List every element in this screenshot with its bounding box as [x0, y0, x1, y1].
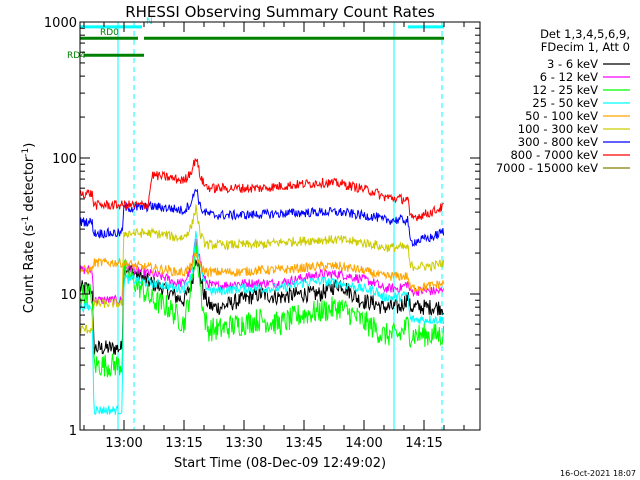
legend-label-7: 800 - 7000 keV [510, 148, 598, 162]
legend-label-2: 12 - 25 keV [532, 83, 598, 97]
legend: Det 1,3,4,5,6,9, FDecim 1, Att 0 3 - 6 k… [496, 27, 630, 175]
series-line-2 [79, 240, 445, 378]
legend-label-0: 3 - 6 keV [547, 57, 598, 71]
legend-label-1: 6 - 12 keV [540, 70, 598, 84]
flag-label-2: RD4 [67, 51, 86, 61]
legend-label-6: 300 - 800 keV [518, 135, 598, 149]
y-tick-label-3: 1000 [44, 16, 77, 31]
legend-header-1: Det 1,3,4,5,6,9, [540, 27, 630, 41]
series-line-1 [79, 238, 445, 305]
x-axis-label: Start Time (08-Dec-09 12:49:02) [174, 456, 386, 471]
series-line-4 [79, 252, 445, 293]
y-tick-label-1: 10 [60, 288, 77, 303]
series-line-5 [79, 204, 445, 334]
flag-label-1: RD0 [100, 28, 119, 38]
series-line-7 [79, 157, 444, 222]
chart-title: RHESSI Observing Summary Count Rates [125, 3, 435, 21]
series-line-3 [79, 230, 445, 416]
x-tick-label-5: 14:15 [405, 436, 442, 451]
x-tick-label-3: 13:45 [285, 436, 322, 451]
x-tick-label-1: 13:15 [165, 436, 202, 451]
legend-label-8: 7000 - 15000 keV [496, 161, 598, 175]
x-tick-label-4: 14:00 [345, 436, 382, 451]
x-tick-label-2: 13:30 [225, 436, 262, 451]
y-tick-label-2: 100 [52, 152, 77, 167]
legend-label-5: 100 - 300 keV [518, 122, 598, 136]
x-tick-label-0: 13:00 [105, 436, 142, 451]
series-line-6 [79, 188, 445, 247]
timestamp: 16-Oct-2021 18:07 [560, 469, 636, 478]
legend-label-3: 25 - 50 keV [532, 96, 598, 110]
y-axis-label: Count Rate (s-1 detector-1) [21, 143, 37, 314]
plot-frame [79, 21, 481, 431]
legend-header-2: FDecim 1, Att 0 [541, 40, 630, 54]
legend-label-4: 50 - 100 keV [525, 109, 598, 123]
y-tick-label-0: 1 [69, 424, 77, 439]
